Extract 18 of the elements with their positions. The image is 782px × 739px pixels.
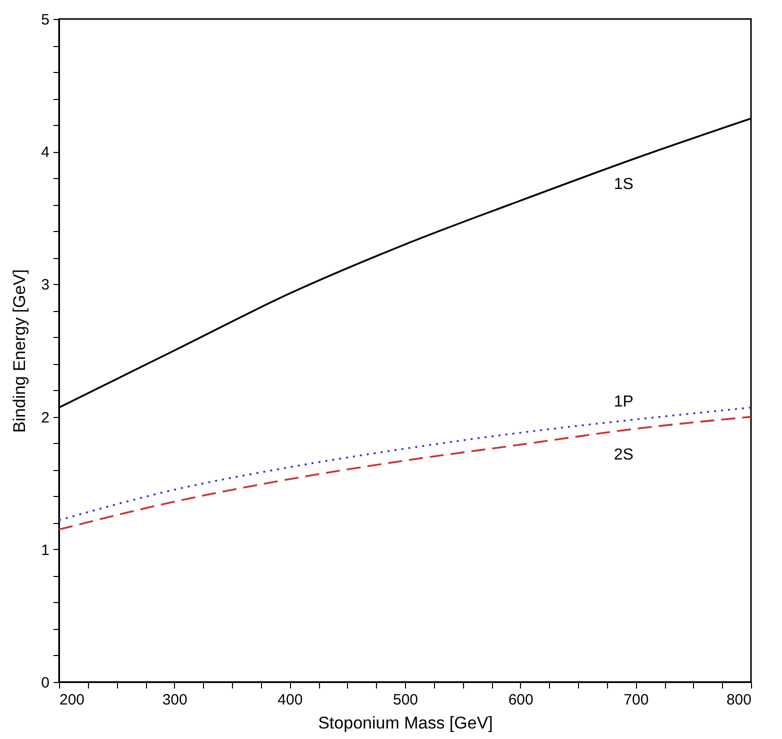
y-tick-label: 2 — [41, 409, 50, 426]
x-tick-label: 700 — [624, 692, 649, 708]
series-label: 1S — [614, 176, 634, 194]
x-axis-title: Stoponium Mass [GeV] — [318, 714, 493, 732]
series-label: 2S — [614, 446, 634, 464]
x-tick-label: 500 — [392, 692, 418, 708]
x-tick-label: 600 — [508, 692, 534, 708]
x-tick-label: 400 — [278, 692, 303, 708]
x-tick-label: 200 — [60, 692, 85, 708]
y-tick-label: 5 — [41, 12, 50, 28]
y-tick-label: 0 — [41, 674, 50, 692]
x-tick-label: 800 — [726, 692, 752, 708]
y-tick-label: 1 — [41, 542, 50, 559]
x-tick-label: 300 — [162, 692, 188, 708]
y-tick-label: 4 — [41, 144, 50, 162]
y-tick-label: 3 — [41, 276, 50, 294]
y-axis-title: Binding Energy [GeV] — [10, 269, 30, 433]
series-label: 1P — [614, 393, 634, 410]
